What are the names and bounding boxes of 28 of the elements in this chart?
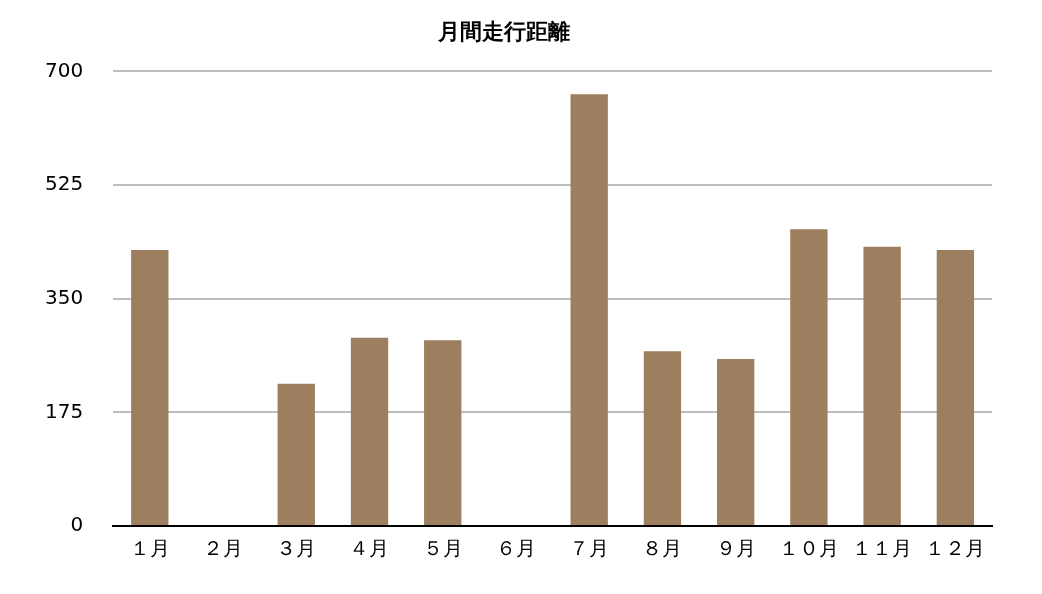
x-tick-label: ２月 — [203, 536, 244, 561]
bar — [790, 229, 828, 525]
y-tick-label: 350 — [44, 284, 84, 309]
bar — [643, 351, 682, 525]
x-tick-label: ５月 — [422, 536, 463, 561]
bar — [424, 340, 462, 525]
y-tick-label: 0 — [70, 512, 84, 537]
bar — [936, 249, 975, 525]
bar — [350, 337, 389, 525]
x-tick-label: ７月 — [569, 536, 610, 561]
x-tick-label: １２月 — [925, 536, 986, 561]
bar — [277, 383, 315, 525]
x-tick-label: ６月 — [495, 536, 536, 561]
chart-title: 月間走行距離 — [436, 18, 570, 44]
bar — [570, 94, 608, 525]
y-tick-label: 525 — [44, 171, 84, 196]
y-tick-label: 700 — [44, 57, 84, 82]
x-tick-label: ４月 — [349, 536, 390, 561]
bar — [131, 249, 169, 525]
x-tick-label: １０月 — [778, 536, 839, 561]
x-tick-label: ９月 — [715, 536, 756, 561]
x-tick-label: １１月 — [852, 536, 913, 561]
x-tick-label: ３月 — [276, 536, 317, 561]
x-tick-label: １月 — [129, 536, 170, 561]
y-tick-label: 175 — [44, 398, 84, 423]
bar — [717, 359, 755, 525]
x-tick-label: ８月 — [642, 536, 683, 561]
bar — [863, 246, 901, 525]
